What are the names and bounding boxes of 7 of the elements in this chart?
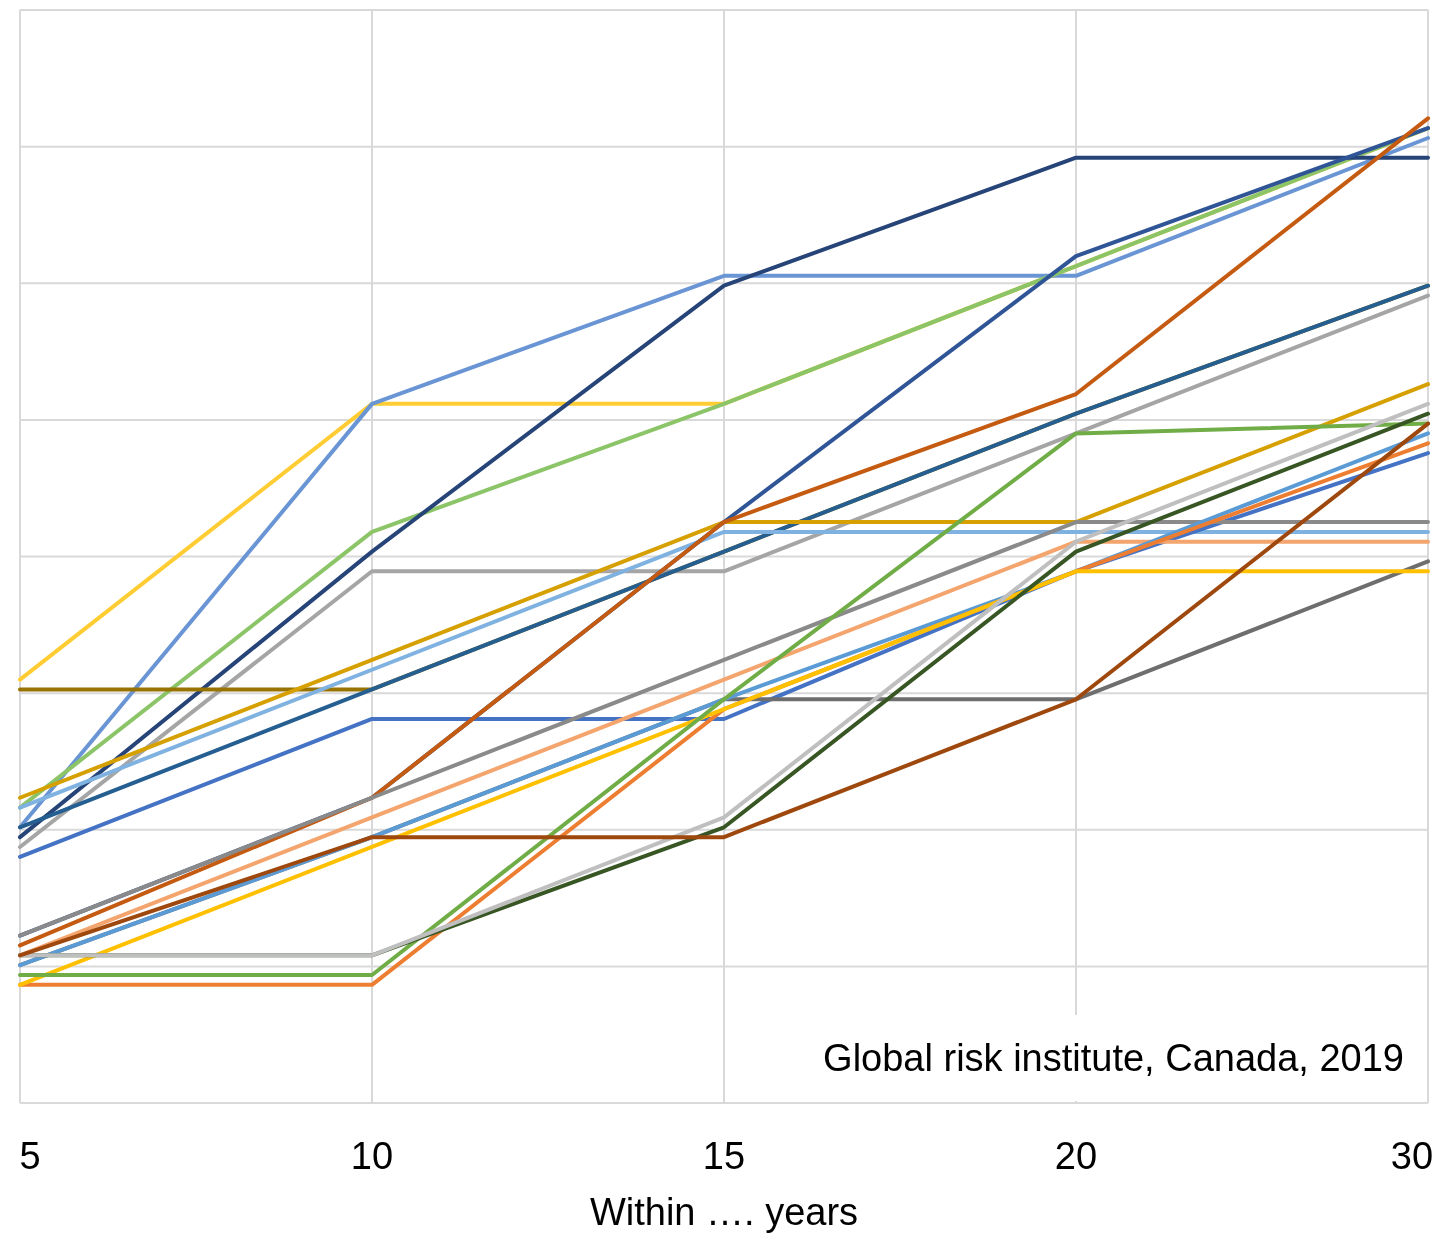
- annotation: Global risk institute, Canada, 2019: [823, 1037, 1404, 1079]
- x-tick-label: 30: [1390, 1135, 1434, 1177]
- x-tick-label: 10: [350, 1135, 394, 1177]
- x-tick-label: 5: [19, 1135, 41, 1177]
- x-tick-label: 15: [702, 1135, 746, 1177]
- x-axis-title: Within …. years: [589, 1191, 859, 1233]
- x-tick-label: 20: [1054, 1135, 1098, 1177]
